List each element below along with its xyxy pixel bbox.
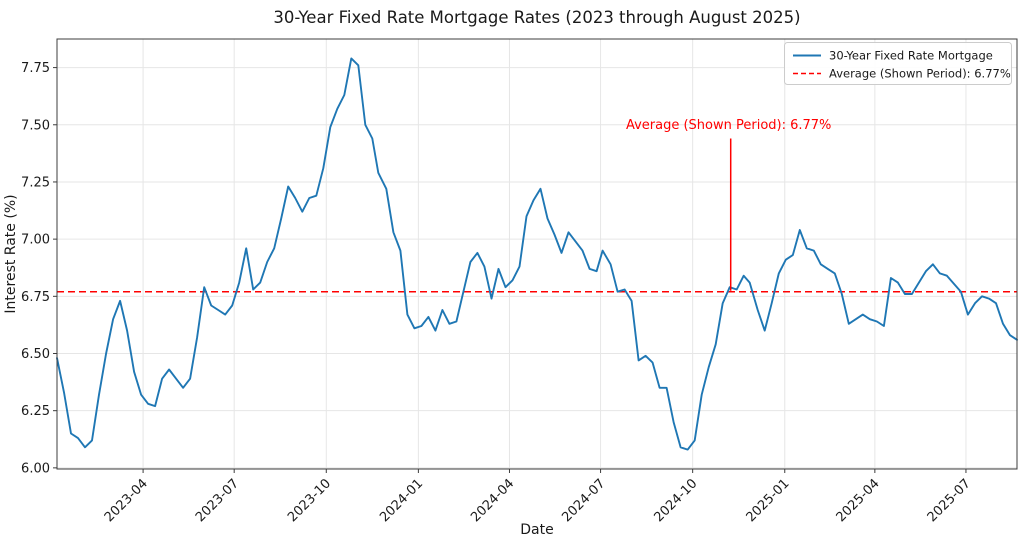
y-tick-label-7: 7.75	[21, 61, 50, 76]
x-axis-label: Date	[520, 522, 553, 538]
legend-entry-average: Average (Shown Period): 6.77%	[829, 67, 1011, 81]
plot-frame	[56, 38, 1018, 470]
y-tick-label-3: 6.75	[21, 290, 50, 305]
series-line-30yr-mortgage	[56, 57, 1018, 451]
y-tick-label-0: 6.00	[21, 461, 50, 476]
chart-title: 30-Year Fixed Rate Mortgage Rates (2023 …	[273, 8, 800, 27]
legend: 30-Year Fixed Rate Mortgage Average (Sho…	[784, 42, 1012, 85]
y-tick-label-2: 6.50	[21, 347, 50, 362]
legend-entry-mortgage: 30-Year Fixed Rate Mortgage	[829, 49, 993, 63]
y-axis-label: Interest Rate (%)	[3, 194, 19, 313]
axis-ticks	[53, 67, 967, 473]
y-tick-label-1: 6.25	[21, 404, 50, 419]
y-tick-labels: 6.00 6.25 6.50 6.75 7.00 7.25 7.50 7.75	[21, 61, 50, 476]
y-tick-label-5: 7.25	[21, 175, 50, 190]
annotation-label: Average (Shown Period): 6.77%	[626, 118, 831, 133]
legend-box	[784, 42, 1012, 85]
gridlines	[57, 39, 1017, 469]
y-tick-label-6: 7.50	[21, 118, 50, 133]
y-tick-label-4: 7.00	[21, 233, 50, 248]
